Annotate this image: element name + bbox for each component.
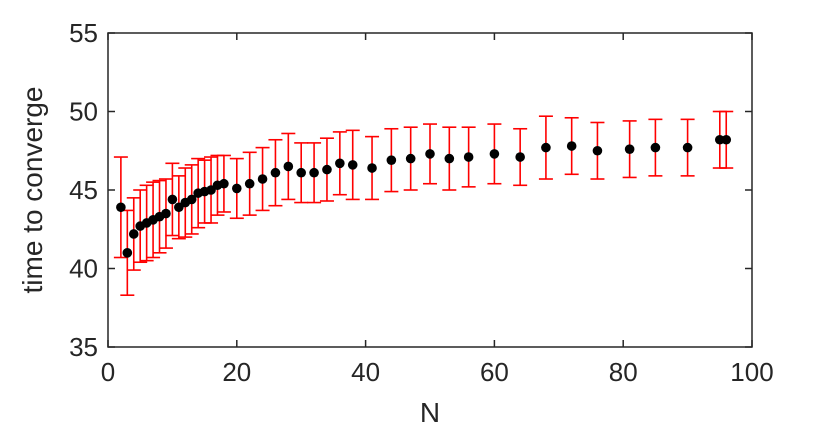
data-point xyxy=(309,167,319,178)
data-point xyxy=(463,152,474,162)
data-point xyxy=(489,149,500,159)
data-point xyxy=(161,208,171,219)
data-point xyxy=(219,178,229,189)
data-point xyxy=(541,142,551,153)
y-axis-label: time to converge xyxy=(17,87,48,294)
data-point xyxy=(592,145,603,156)
data-point xyxy=(650,142,661,153)
data-point xyxy=(322,164,332,175)
x-tick-label: 60 xyxy=(480,357,509,387)
x-tick-label: 40 xyxy=(351,357,380,387)
data-point xyxy=(335,158,345,169)
data-point xyxy=(682,142,693,153)
data-point xyxy=(386,155,397,165)
tick-layer: 0 20 40 60 80 100 35 40 45 50 55 xyxy=(69,18,774,387)
data-point xyxy=(244,178,255,189)
y-tick-label: 40 xyxy=(69,254,98,284)
data-point xyxy=(128,229,139,239)
data-point xyxy=(186,194,197,205)
x-tick-label: 20 xyxy=(222,357,251,387)
data-point xyxy=(347,160,358,170)
data-point xyxy=(283,161,294,172)
x-tick-label: 0 xyxy=(101,357,115,387)
data-point xyxy=(167,194,178,205)
data-point xyxy=(296,167,307,178)
data-point xyxy=(405,153,416,164)
errorbar-layer xyxy=(113,110,734,296)
y-tick-label: 45 xyxy=(69,175,98,205)
y-tick-label: 55 xyxy=(69,18,98,48)
data-point xyxy=(425,149,435,159)
data-point xyxy=(566,141,577,151)
data-point xyxy=(116,202,126,213)
data-point xyxy=(257,174,268,184)
data-point xyxy=(232,183,242,194)
x-tick-label: 100 xyxy=(730,357,773,387)
data-point xyxy=(444,153,455,164)
x-axis-label: N xyxy=(420,397,440,428)
data-point xyxy=(270,167,281,178)
x-tick-label: 80 xyxy=(609,357,638,387)
data-point xyxy=(122,248,133,258)
y-tick-label: 35 xyxy=(69,332,98,362)
y-tick-label: 50 xyxy=(69,97,98,127)
marker-layer xyxy=(116,134,732,258)
data-point xyxy=(515,152,525,162)
data-point xyxy=(721,134,732,145)
data-point xyxy=(367,163,377,173)
data-point xyxy=(624,144,635,154)
